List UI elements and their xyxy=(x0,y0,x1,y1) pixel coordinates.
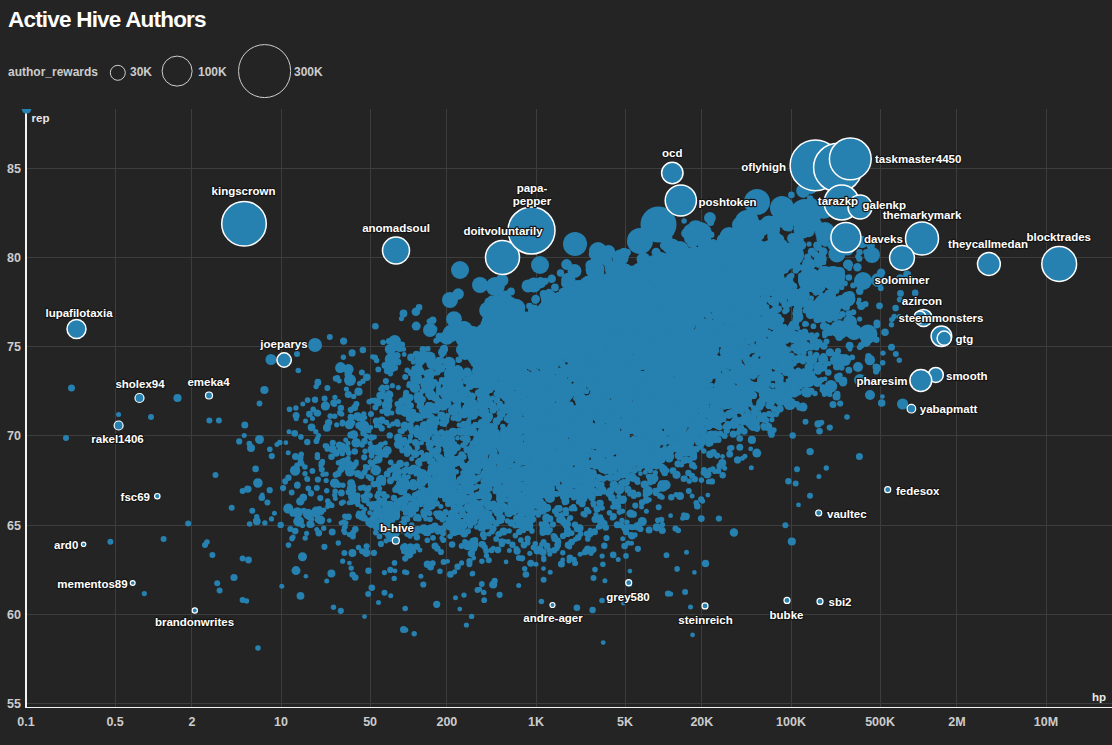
svg-text:rakel1406: rakel1406 xyxy=(91,433,143,445)
svg-text:papa-: papa- xyxy=(517,182,548,194)
svg-text:taskmaster4450: taskmaster4450 xyxy=(875,153,961,165)
svg-text:70: 70 xyxy=(7,429,21,443)
svg-text:anomadsoul: anomadsoul xyxy=(362,222,430,234)
svg-text:gtg: gtg xyxy=(956,333,974,345)
svg-text:fedesox: fedesox xyxy=(896,485,940,497)
svg-text:85: 85 xyxy=(7,162,21,176)
svg-text:2M: 2M xyxy=(948,715,965,729)
svg-text:500K: 500K xyxy=(865,715,895,729)
svg-text:pepper: pepper xyxy=(513,195,552,207)
svg-text:100K: 100K xyxy=(776,715,806,729)
svg-text:theycallmedan: theycallmedan xyxy=(948,238,1028,250)
svg-text:poshtoken: poshtoken xyxy=(699,196,757,208)
svg-text:azircon: azircon xyxy=(902,295,942,307)
svg-text:steinreich: steinreich xyxy=(678,614,732,626)
svg-text:0.1: 0.1 xyxy=(17,715,34,729)
svg-text:80: 80 xyxy=(7,251,21,265)
svg-text:vaultec: vaultec xyxy=(827,508,867,520)
svg-text:1K: 1K xyxy=(528,715,544,729)
svg-text:65: 65 xyxy=(7,519,21,533)
svg-text:grey580: grey580 xyxy=(606,591,649,603)
svg-text:sbi2: sbi2 xyxy=(829,596,852,608)
svg-text:doitvoluntarily: doitvoluntarily xyxy=(463,225,543,237)
svg-text:5K: 5K xyxy=(617,715,633,729)
svg-text:themarkymark: themarkymark xyxy=(883,209,962,221)
svg-text:emeka4: emeka4 xyxy=(187,376,230,388)
svg-text:10: 10 xyxy=(274,715,288,729)
svg-text:fsc69: fsc69 xyxy=(121,491,150,503)
svg-text:steemmonsters: steemmonsters xyxy=(898,312,983,324)
svg-text:pharesim: pharesim xyxy=(856,375,907,387)
svg-text:ard0: ard0 xyxy=(54,539,78,551)
svg-text:yabapmatt: yabapmatt xyxy=(920,403,978,415)
svg-text:hp: hp xyxy=(1092,691,1106,703)
svg-text:blocktrades: blocktrades xyxy=(1026,231,1091,243)
svg-text:brandonwrites: brandonwrites xyxy=(155,616,234,628)
svg-text:daveks: daveks xyxy=(864,233,903,245)
svg-text:andre-ager: andre-ager xyxy=(523,612,583,624)
svg-text:50: 50 xyxy=(363,715,377,729)
svg-text:mementos89: mementos89 xyxy=(57,578,127,590)
svg-text:55: 55 xyxy=(7,697,21,711)
svg-text:10M: 10M xyxy=(1034,715,1058,729)
svg-text:200: 200 xyxy=(436,715,457,729)
svg-text:sholex94: sholex94 xyxy=(115,378,165,390)
svg-text:2: 2 xyxy=(188,715,195,729)
svg-text:tarazkp: tarazkp xyxy=(818,195,858,207)
svg-text:b-hive: b-hive xyxy=(380,522,414,534)
svg-text:rep: rep xyxy=(32,112,50,124)
svg-text:smooth: smooth xyxy=(946,370,988,382)
svg-text:0.5: 0.5 xyxy=(106,715,123,729)
svg-text:bubke: bubke xyxy=(770,609,804,621)
svg-text:joeparys: joeparys xyxy=(259,338,307,350)
svg-text:solominer: solominer xyxy=(875,274,930,286)
svg-text:20K: 20K xyxy=(690,715,713,729)
svg-text:60: 60 xyxy=(7,608,21,622)
svg-text:kingscrown: kingscrown xyxy=(212,185,276,197)
svg-text:ocd: ocd xyxy=(662,147,682,159)
svg-text:75: 75 xyxy=(7,340,21,354)
svg-text:oflyhigh: oflyhigh xyxy=(741,161,786,173)
svg-text:lupafilotaxia: lupafilotaxia xyxy=(45,307,113,319)
